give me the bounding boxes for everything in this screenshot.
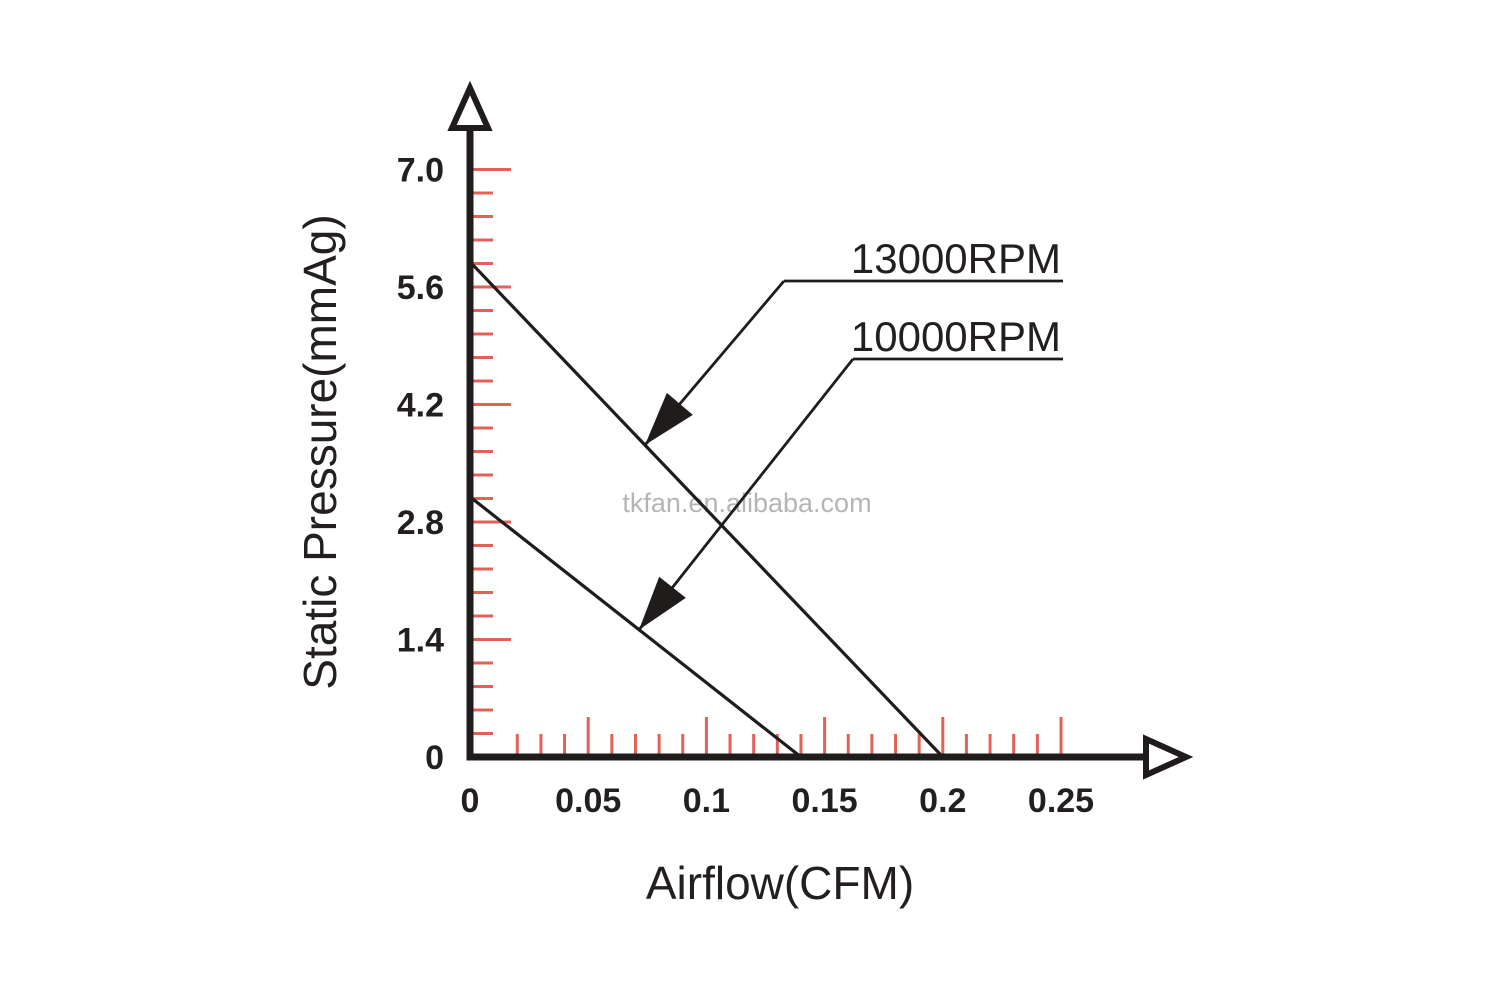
series-curves xyxy=(468,260,944,759)
y-axis-ticks xyxy=(470,167,511,735)
curve-13000rpm xyxy=(468,260,944,759)
x-axis-title: Airflow(CFM) xyxy=(646,857,914,909)
y-axis-tick-labels: 0 1.4 2.8 4.2 5.6 7.0 xyxy=(397,151,444,777)
series-label-13000rpm: 13000RPM xyxy=(851,235,1061,282)
y-axis-title: Static Pressure(mmAg) xyxy=(294,214,346,689)
y-tick-label: 1.4 xyxy=(397,621,444,659)
x-axis-tick-labels: 0 0.05 0.1 0.15 0.2 0.25 xyxy=(461,782,1095,820)
y-axis-arrowhead-icon xyxy=(447,80,493,131)
x-tick-label: 0.25 xyxy=(1028,782,1094,820)
leader-arrowhead-icon xyxy=(644,392,693,446)
axes xyxy=(447,80,1194,780)
leader-line xyxy=(637,358,855,631)
y-tick-label: 4.2 xyxy=(397,386,444,424)
x-tick-label: 0.15 xyxy=(792,782,858,820)
annotation-leader-lines xyxy=(637,279,1063,631)
y-tick-label: 2.8 xyxy=(397,504,444,542)
x-tick-label: 0 xyxy=(461,782,480,820)
x-axis-ticks xyxy=(515,717,1063,757)
x-axis-arrowhead-icon xyxy=(1143,734,1194,780)
y-tick-label: 7.0 xyxy=(397,151,444,189)
curve-10000rpm xyxy=(469,495,802,759)
y-tick-label: 5.6 xyxy=(397,269,444,307)
x-tick-label: 0.1 xyxy=(683,782,730,820)
y-tick-label: 0 xyxy=(425,739,444,777)
x-tick-label: 0.2 xyxy=(919,782,966,820)
x-tick-label: 0.05 xyxy=(555,782,621,820)
leader-arrowhead-icon xyxy=(639,576,686,630)
series-label-10000rpm: 10000RPM xyxy=(851,313,1061,360)
